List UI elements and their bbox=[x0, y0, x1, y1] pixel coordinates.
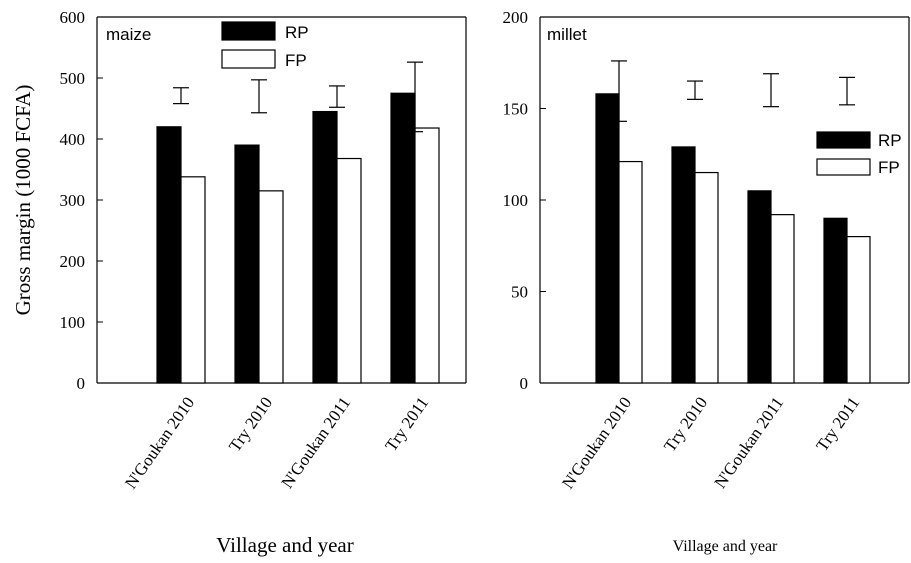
y-tick-label: 100 bbox=[503, 191, 529, 210]
x-tick-label: N'Goukan 2011 bbox=[277, 393, 354, 491]
x-tick-label: N'Goukan 2011 bbox=[710, 393, 787, 491]
legend-label-fp: FP bbox=[285, 51, 307, 70]
bar-fp bbox=[258, 190, 284, 384]
bar-rp bbox=[312, 110, 338, 384]
bar-rp bbox=[823, 217, 848, 384]
y-tick-label: 0 bbox=[520, 374, 529, 393]
x-tick-label: N'Goukan 2010 bbox=[558, 393, 635, 492]
legend-label-rp: RP bbox=[285, 23, 309, 42]
bar-fp bbox=[770, 214, 795, 384]
y-tick-label: 150 bbox=[503, 100, 529, 119]
x-tick-label: Try 2010 bbox=[225, 393, 276, 455]
y-tick-label: 300 bbox=[60, 191, 86, 210]
y-tick-label: 200 bbox=[60, 252, 86, 271]
x-tick-label: N'Goukan 2010 bbox=[121, 393, 198, 492]
y-tick-label: 100 bbox=[60, 313, 86, 332]
bar-rp bbox=[234, 144, 260, 384]
legend-swatch-fp bbox=[221, 49, 276, 69]
legend-swatch-rp bbox=[221, 21, 276, 41]
y-tick-label: 0 bbox=[77, 374, 86, 393]
x-tick-label: Try 2011 bbox=[812, 393, 863, 454]
y-tick-label: 500 bbox=[60, 69, 86, 88]
bar-rp bbox=[156, 126, 182, 384]
bar-fp bbox=[336, 157, 362, 384]
bar-fp bbox=[180, 176, 206, 384]
panel-label: millet bbox=[547, 25, 587, 44]
y-tick-label: 600 bbox=[60, 8, 86, 27]
y-tick-label: 50 bbox=[511, 283, 528, 302]
bar-fp bbox=[618, 160, 643, 384]
y-tick-label: 400 bbox=[60, 130, 86, 149]
x-tick-label: Try 2011 bbox=[381, 393, 432, 454]
x-axis-label: Village and year bbox=[673, 538, 778, 555]
y-axis-label: Gross margin (1000 FCFA) bbox=[11, 85, 35, 316]
bar-fp bbox=[694, 171, 719, 384]
bar-rp bbox=[390, 92, 416, 384]
chart-panel-maize: maize Village and year 0 100 200 300 400 500 6… bbox=[60, 8, 467, 557]
y-tick-label: 200 bbox=[503, 8, 529, 27]
bar-fp bbox=[846, 236, 871, 384]
bar-rp bbox=[595, 93, 620, 384]
bar-fp bbox=[414, 127, 440, 384]
legend-label-rp: RP bbox=[878, 131, 902, 150]
x-tick-label: Try 2010 bbox=[660, 393, 711, 455]
chart-panel-millet: millet Village and year 0 50 100 150 200 N'Go… bbox=[503, 8, 910, 555]
legend-swatch-rp bbox=[816, 131, 871, 149]
legend-label-fp: FP bbox=[878, 158, 900, 177]
bar-rp bbox=[747, 190, 772, 384]
panel-label: maize bbox=[106, 25, 151, 44]
bar-rp bbox=[671, 146, 696, 384]
legend-swatch-fp bbox=[816, 158, 871, 176]
x-axis-label: Village and year bbox=[216, 533, 354, 557]
